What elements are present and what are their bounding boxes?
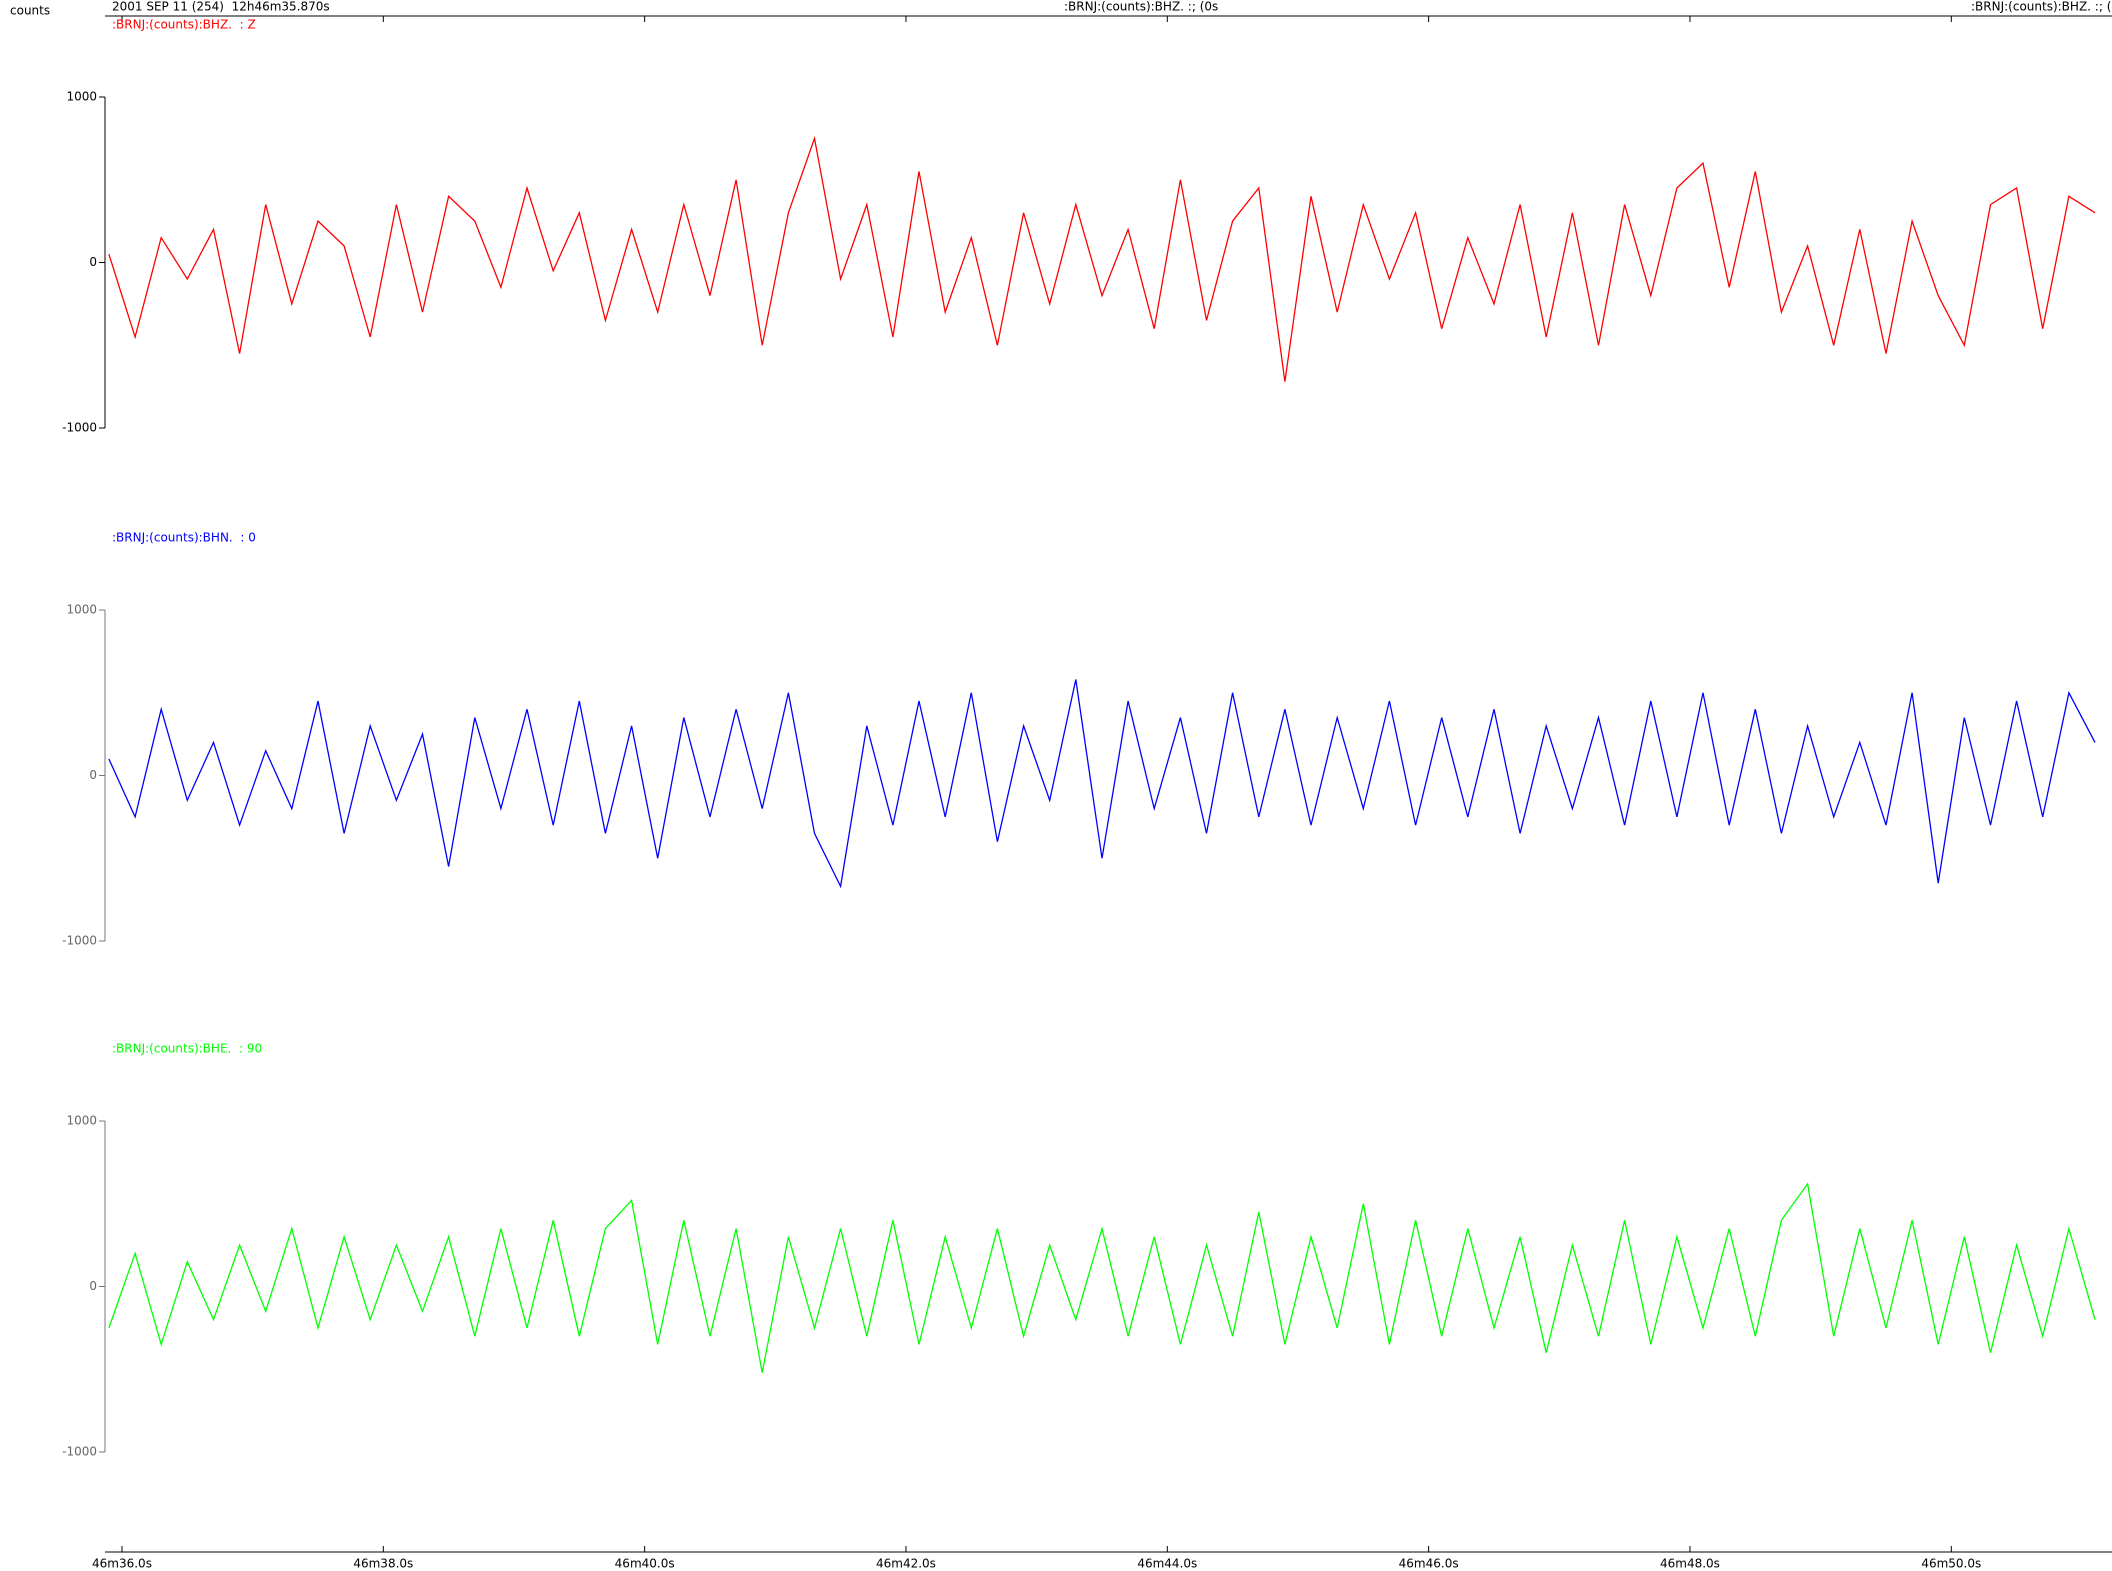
x-tick-label: 46m40.0s — [615, 1557, 675, 1571]
y-tick-label: 0 — [89, 1279, 97, 1293]
trace-line — [108, 135, 2096, 382]
header-right: :BRNJ:(counts):BHZ. :; (0 — [1971, 0, 2112, 14]
trace-line — [108, 1182, 2096, 1373]
y-tick-label: 0 — [89, 768, 97, 782]
x-tick-label: 46m42.0s — [876, 1557, 936, 1571]
trace-label: :BRNJ:(counts):BHE. : 90 — [112, 1042, 262, 1056]
x-tick-label: 46m46.0s — [1399, 1557, 1459, 1571]
x-tick-label: 46m44.0s — [1137, 1557, 1197, 1571]
y-tick-label: -1000 — [62, 1445, 97, 1459]
trace-label: :BRNJ:(counts):BHZ. : Z — [112, 18, 256, 32]
y-tick-label: 1000 — [66, 603, 97, 617]
x-tick-label: 46m38.0s — [353, 1557, 413, 1571]
header-center: :BRNJ:(counts):BHZ. :; (0s — [1064, 0, 1218, 14]
y-tick-label: 0 — [89, 255, 97, 269]
x-tick-label: 46m36.0s — [92, 1557, 152, 1571]
start-time: 2001 SEP 11 (254) 12h46m35.870s — [112, 0, 330, 14]
y-unit-label: counts — [10, 4, 50, 18]
y-tick-label: -1000 — [62, 421, 97, 435]
x-tick-label: 46m48.0s — [1660, 1557, 1720, 1571]
trace-label: :BRNJ:(counts):BHN. : 0 — [112, 531, 256, 545]
y-tick-label: -1000 — [62, 934, 97, 948]
y-tick-label: 1000 — [66, 90, 97, 104]
x-tick-label: 46m50.0s — [1921, 1557, 1981, 1571]
y-tick-label: 1000 — [66, 1114, 97, 1128]
trace-line — [108, 679, 2096, 889]
